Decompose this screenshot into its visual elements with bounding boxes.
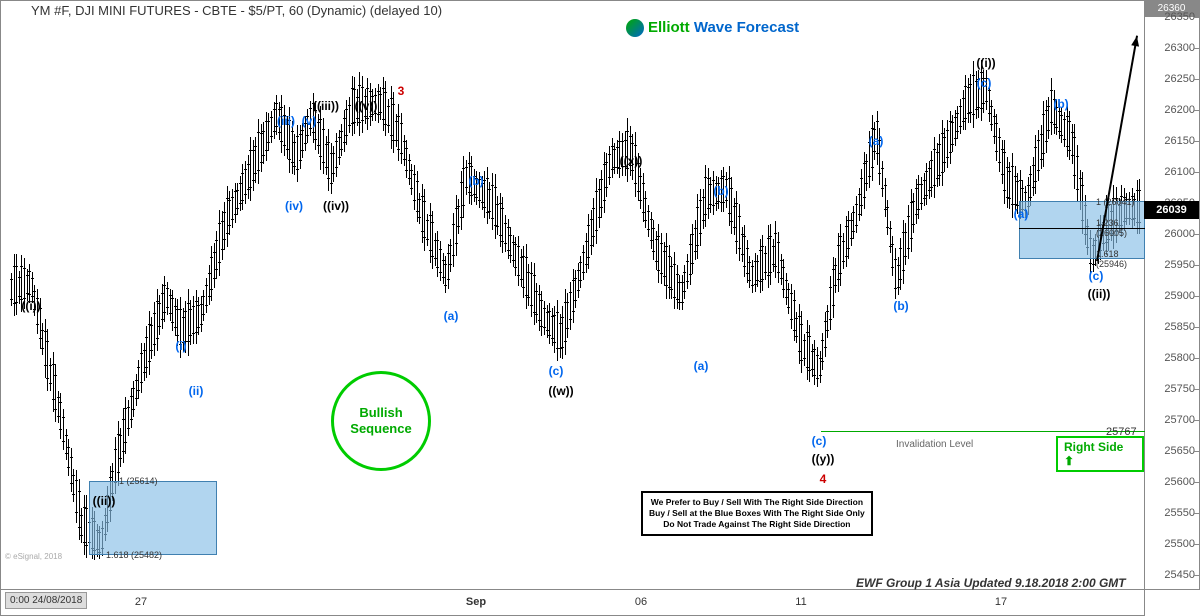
brand-icon	[626, 19, 644, 37]
brand-logo: Elliott Wave Forecast	[626, 19, 799, 37]
right-side-badge: Right Side ⬆	[1056, 436, 1144, 472]
copyright: © eSignal, 2018	[5, 552, 62, 561]
bullish-sequence-circle: BullishSequence	[331, 371, 431, 471]
current-price-tag: 26039	[1144, 201, 1199, 219]
footer-text: EWF Group 1 Asia Updated 9.18.2018 2:00 …	[856, 576, 1126, 590]
y-axis: 26360 2545025500255502560025650257002575…	[1145, 0, 1200, 590]
chart-title: YM #F, DJI MINI FUTURES - CBTE - $5/PT, …	[31, 3, 442, 18]
xaxis-origin: 0:00 24/08/2018	[5, 592, 87, 609]
disclaimer-line3: Do Not Trade Against The Right Side Dire…	[649, 519, 865, 530]
disclaimer-line2: Buy / Sell at the Blue Boxes With The Ri…	[649, 508, 865, 519]
disclaimer-line1: We Prefer to Buy / Sell With The Right S…	[649, 497, 865, 508]
bullish-sequence-text: BullishSequence	[350, 405, 411, 436]
chart-area: YM #F, DJI MINI FUTURES - CBTE - $5/PT, …	[0, 0, 1145, 590]
x-axis: 0:00 24/08/2018 27Sep061117	[0, 590, 1145, 616]
invalidation-line	[821, 431, 1146, 432]
disclaimer-box: We Prefer to Buy / Sell With The Right S…	[641, 491, 873, 536]
invalidation-label: Invalidation Level	[896, 439, 973, 450]
